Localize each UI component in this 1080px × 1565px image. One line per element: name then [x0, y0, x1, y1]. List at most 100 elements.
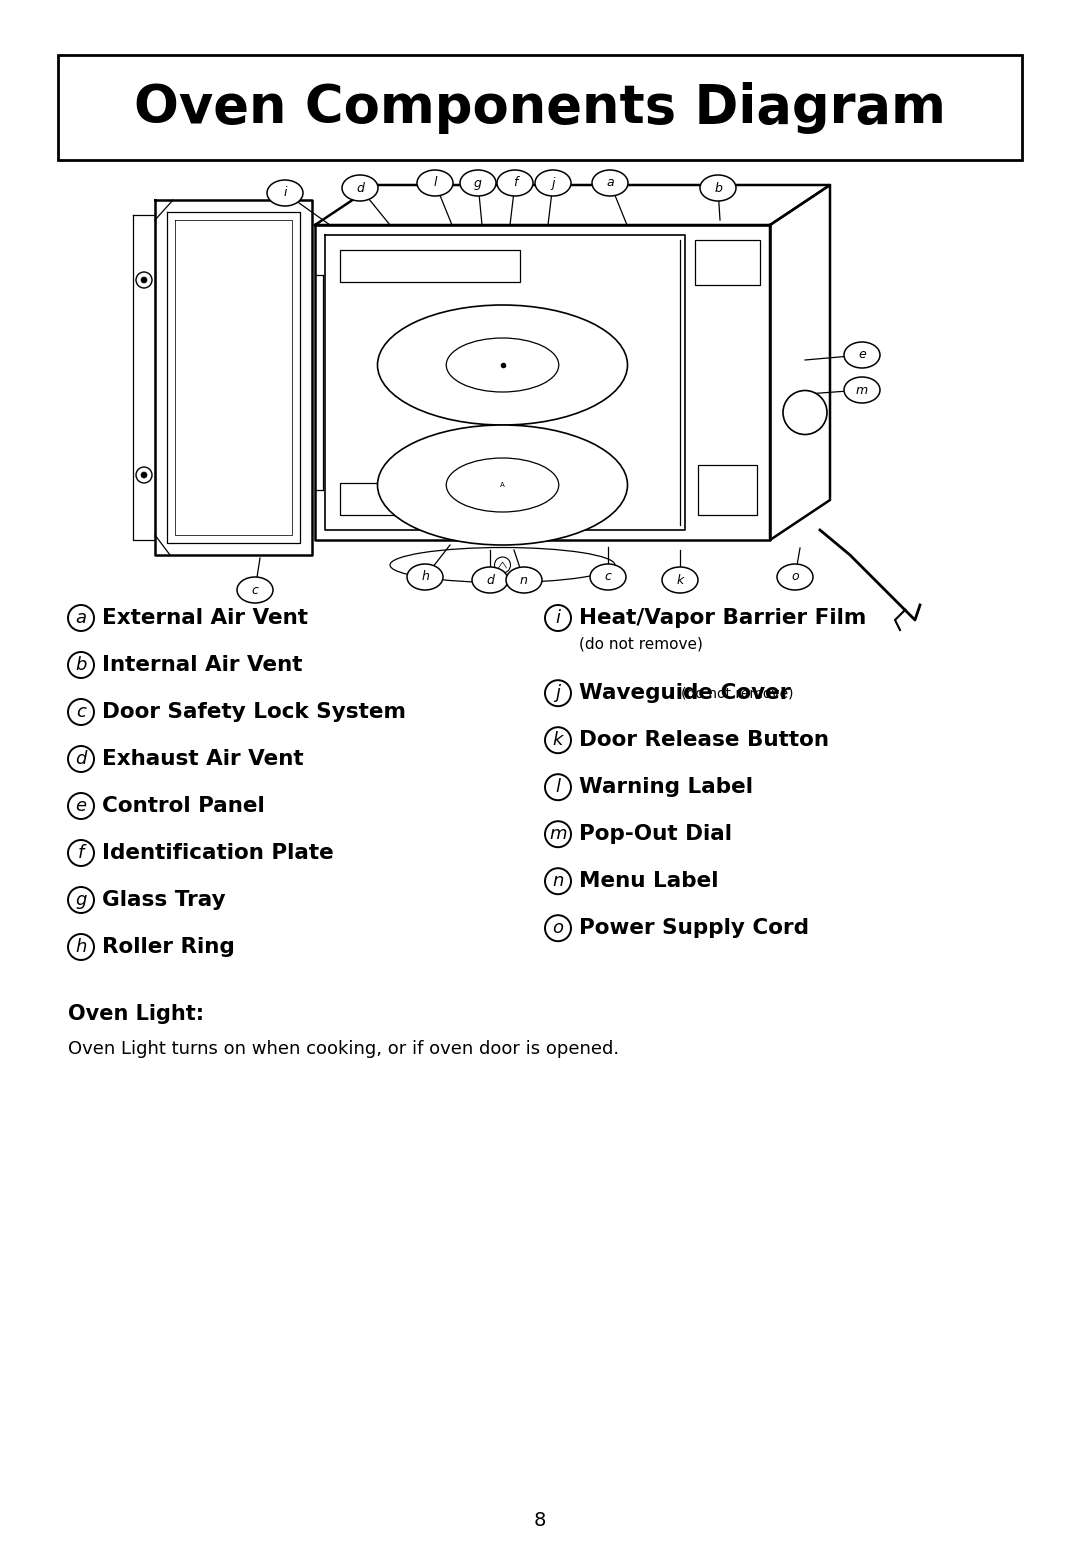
- Text: Oven Components Diagram: Oven Components Diagram: [134, 81, 946, 133]
- Text: (do not remove): (do not remove): [579, 637, 703, 651]
- Circle shape: [545, 869, 571, 894]
- Text: d: d: [486, 573, 494, 587]
- Circle shape: [495, 557, 511, 573]
- Text: h: h: [421, 571, 429, 584]
- Text: (do not remove): (do not remove): [681, 685, 794, 700]
- Circle shape: [545, 606, 571, 631]
- Text: h: h: [76, 937, 86, 956]
- Circle shape: [68, 840, 94, 865]
- Text: a: a: [606, 177, 613, 189]
- Circle shape: [545, 822, 571, 847]
- Text: l: l: [433, 177, 436, 189]
- FancyBboxPatch shape: [698, 465, 757, 515]
- Ellipse shape: [592, 171, 627, 196]
- Text: j: j: [551, 177, 555, 189]
- Circle shape: [68, 747, 94, 772]
- Text: d: d: [76, 750, 86, 768]
- Ellipse shape: [700, 175, 735, 200]
- Ellipse shape: [535, 171, 571, 196]
- Ellipse shape: [378, 305, 627, 426]
- Text: o: o: [792, 571, 799, 584]
- Ellipse shape: [843, 377, 880, 404]
- FancyBboxPatch shape: [340, 484, 495, 515]
- Circle shape: [68, 934, 94, 959]
- Text: Menu Label: Menu Label: [579, 872, 718, 890]
- Text: Control Panel: Control Panel: [102, 797, 265, 815]
- Text: Power Supply Cord: Power Supply Cord: [579, 919, 809, 937]
- Text: Oven Light turns on when cooking, or if oven door is opened.: Oven Light turns on when cooking, or if …: [68, 1041, 619, 1058]
- Text: i: i: [555, 609, 561, 628]
- Circle shape: [68, 700, 94, 725]
- FancyBboxPatch shape: [340, 250, 519, 282]
- Circle shape: [545, 775, 571, 800]
- Ellipse shape: [446, 459, 558, 512]
- Circle shape: [136, 466, 152, 484]
- Text: b: b: [76, 656, 86, 675]
- Text: e: e: [859, 349, 866, 362]
- Text: n: n: [521, 573, 528, 587]
- Circle shape: [141, 277, 147, 283]
- Text: l: l: [555, 778, 561, 797]
- Text: i: i: [283, 186, 287, 199]
- Text: b: b: [714, 182, 721, 194]
- Text: Oven Light:: Oven Light:: [68, 1005, 204, 1024]
- Text: Pop-Out Dial: Pop-Out Dial: [579, 825, 732, 844]
- Text: Door Release Button: Door Release Button: [579, 731, 829, 750]
- Text: j: j: [555, 684, 561, 703]
- Circle shape: [141, 473, 147, 477]
- Text: a: a: [76, 609, 86, 628]
- Text: g: g: [76, 890, 86, 909]
- Circle shape: [136, 272, 152, 288]
- Text: A: A: [500, 482, 504, 488]
- Text: o: o: [553, 919, 564, 937]
- Text: Waveguide Cover: Waveguide Cover: [579, 684, 791, 703]
- Circle shape: [545, 681, 571, 706]
- Text: m: m: [550, 825, 567, 844]
- Ellipse shape: [378, 426, 627, 545]
- Ellipse shape: [777, 563, 813, 590]
- Text: Warning Label: Warning Label: [579, 778, 753, 797]
- Text: e: e: [76, 797, 86, 815]
- Circle shape: [545, 728, 571, 753]
- Ellipse shape: [472, 567, 508, 593]
- Text: f: f: [78, 844, 84, 862]
- Text: f: f: [513, 177, 517, 189]
- Ellipse shape: [507, 567, 542, 593]
- Text: External Air Vent: External Air Vent: [102, 607, 308, 628]
- Text: c: c: [605, 571, 611, 584]
- FancyBboxPatch shape: [58, 55, 1022, 160]
- Text: n: n: [552, 872, 564, 890]
- FancyBboxPatch shape: [696, 239, 760, 285]
- Ellipse shape: [390, 548, 615, 582]
- Circle shape: [68, 653, 94, 678]
- Circle shape: [68, 793, 94, 818]
- Ellipse shape: [662, 567, 698, 593]
- Text: k: k: [676, 573, 684, 587]
- Circle shape: [68, 887, 94, 912]
- Text: Heat/Vapor Barrier Film: Heat/Vapor Barrier Film: [579, 607, 866, 628]
- Text: Identification Plate: Identification Plate: [102, 844, 334, 862]
- Ellipse shape: [446, 338, 558, 391]
- Text: Door Safety Lock System: Door Safety Lock System: [102, 703, 406, 721]
- Text: Internal Air Vent: Internal Air Vent: [102, 656, 302, 675]
- Text: Glass Tray: Glass Tray: [102, 890, 226, 909]
- Ellipse shape: [342, 175, 378, 200]
- Text: Exhaust Air Vent: Exhaust Air Vent: [102, 750, 303, 768]
- Ellipse shape: [460, 171, 496, 196]
- Ellipse shape: [267, 180, 303, 207]
- Text: c: c: [76, 703, 86, 721]
- Ellipse shape: [843, 343, 880, 368]
- Ellipse shape: [407, 563, 443, 590]
- Ellipse shape: [417, 171, 453, 196]
- Text: 8: 8: [534, 1510, 546, 1529]
- Circle shape: [68, 606, 94, 631]
- Text: Roller Ring: Roller Ring: [102, 937, 234, 958]
- Ellipse shape: [237, 577, 273, 603]
- Circle shape: [545, 916, 571, 941]
- Text: c: c: [252, 584, 258, 596]
- Ellipse shape: [497, 171, 534, 196]
- Circle shape: [783, 391, 827, 435]
- Text: d: d: [356, 182, 364, 194]
- Ellipse shape: [590, 563, 626, 590]
- Text: m: m: [856, 383, 868, 396]
